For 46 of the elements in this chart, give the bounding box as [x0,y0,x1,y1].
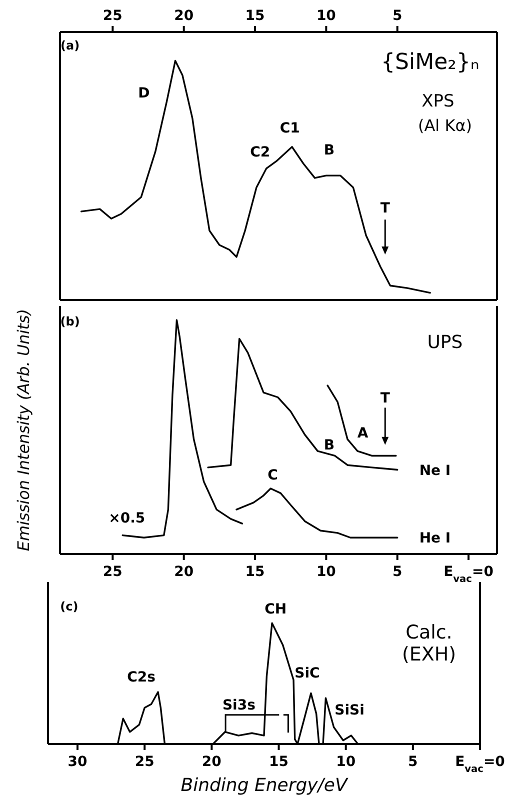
annotation: B [324,437,335,454]
annotation: B [324,142,335,159]
series-label: He I [419,530,451,547]
text: (a) [60,38,80,53]
annotation: (Al Kα) [418,116,472,135]
annotation: SiC [294,666,320,682]
annotation: UPS [427,332,463,354]
x-tick-label: 20 [202,754,222,770]
x-tick-label: 20 [174,564,194,580]
x-tick-label: 25 [102,564,122,580]
x-tick-label: 5 [392,564,402,580]
x-tick-label: 30 [68,754,88,770]
x-tick-label: 10 [316,564,336,580]
annotation: T [380,390,390,406]
x-tick-label: 25 [134,754,154,770]
series-label: Ne I [419,462,451,479]
annotation: Si3s [222,698,256,714]
x-tick-label: 15 [245,564,265,580]
x-tick-label: 10 [336,754,356,770]
annotation: C2s [127,669,156,686]
x-tick-label: E$_{vac}$=0 [444,564,494,584]
x-tick-label: E$_{vac}$=0 [455,754,506,774]
annotation: T [380,200,390,218]
annotation: C [268,467,278,484]
annotation: Calc. [406,621,452,644]
text: (c) [60,599,78,614]
annotation: (EXH) [402,643,456,666]
x-tick-label: 5 [392,8,402,24]
x-tick-label: 25 [102,8,122,24]
x-tick-label: 5 [408,754,418,770]
annotation: (b) [60,314,80,328]
x-axis-title: Binding Energy/eV [180,775,349,796]
annotation: D [138,86,150,102]
annotation: XPS [422,92,454,112]
annotation: C2 [250,144,270,161]
annotation: {SiMe₂}ₙ [381,50,480,76]
x-tick-label: 15 [245,8,265,24]
x-tick-label: 10 [316,8,336,24]
text: CH [264,600,287,618]
x-tick-label: 15 [269,754,288,770]
x-tick-label: 20 [174,8,194,24]
annotation: C1 [280,120,300,136]
annotation: ×0.5 [108,510,146,527]
y-axis-title: Emission Intensity (Arb. Units) [14,308,33,552]
annotation: SiSi [334,702,364,718]
annotation: A [357,426,368,442]
